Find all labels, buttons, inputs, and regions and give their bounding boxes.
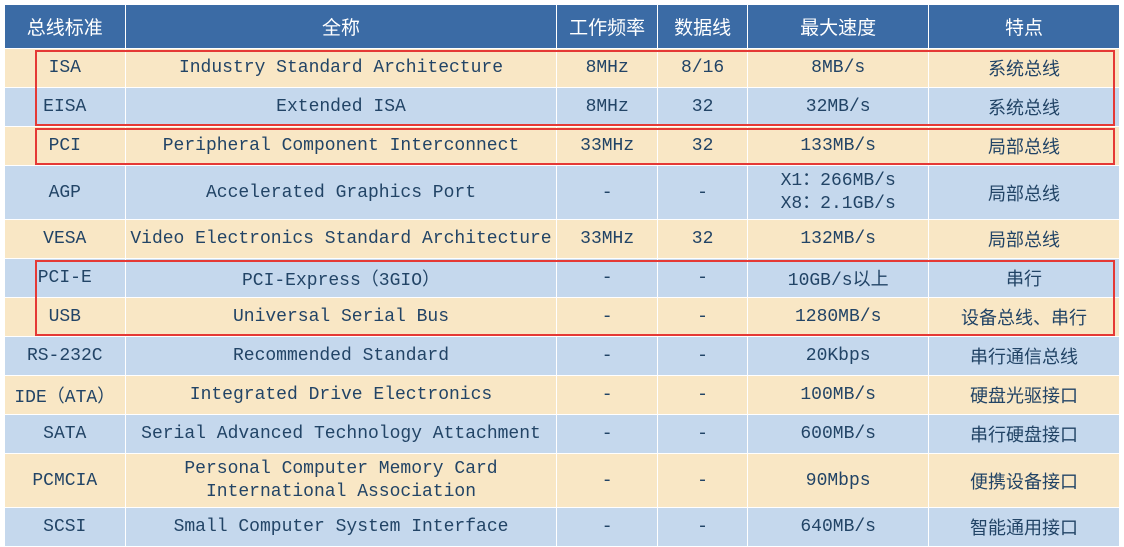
header-feature: 特点 xyxy=(929,5,1120,49)
cell-c2: 8MHz xyxy=(557,49,657,88)
cell-c3: 32 xyxy=(657,220,747,259)
cell-c2: 33MHz xyxy=(557,220,657,259)
cell-c4: 20Kbps xyxy=(748,337,929,376)
cell-c5: 串行硬盘接口 xyxy=(929,415,1120,454)
cell-c0: ISA xyxy=(5,49,126,88)
table-row: EISAExtended ISA8MHz3232MB/s系统总线 xyxy=(5,88,1120,127)
header-standard: 总线标准 xyxy=(5,5,126,49)
cell-c4: 8MB/s xyxy=(748,49,929,88)
cell-c2: - xyxy=(557,454,657,508)
cell-c5: 系统总线 xyxy=(929,49,1120,88)
cell-c1: Integrated Drive Electronics xyxy=(125,376,557,415)
cell-c3: - xyxy=(657,259,747,298)
table-row: PCMCIAPersonal Computer Memory CardInter… xyxy=(5,454,1120,508)
table-row: VESAVideo Electronics Standard Architect… xyxy=(5,220,1120,259)
cell-c5: 串行 xyxy=(929,259,1120,298)
table-row: AGPAccelerated Graphics Port--X1：266MB/s… xyxy=(5,166,1120,220)
cell-c3: - xyxy=(657,454,747,508)
cell-c4: 10GB/s以上 xyxy=(748,259,929,298)
cell-c5: 系统总线 xyxy=(929,88,1120,127)
cell-c3: - xyxy=(657,415,747,454)
header-fullname: 全称 xyxy=(125,5,557,49)
cell-c1: Accelerated Graphics Port xyxy=(125,166,557,220)
cell-c4: 90Mbps xyxy=(748,454,929,508)
cell-c5: 局部总线 xyxy=(929,220,1120,259)
cell-c5: 串行通信总线 xyxy=(929,337,1120,376)
cell-c3: - xyxy=(657,337,747,376)
cell-c4: 1280MB/s xyxy=(748,298,929,337)
cell-c4: X1：266MB/sX8：2.1GB/s xyxy=(748,166,929,220)
cell-c3: 8/16 xyxy=(657,49,747,88)
cell-c5: 局部总线 xyxy=(929,127,1120,166)
cell-c2: 33MHz xyxy=(557,127,657,166)
cell-c4: 32MB/s xyxy=(748,88,929,127)
bus-standards-table: 总线标准 全称 工作频率 数据线 最大速度 特点 ISAIndustry Sta… xyxy=(4,4,1120,547)
cell-c5: 硬盘光驱接口 xyxy=(929,376,1120,415)
cell-c5: 设备总线、串行 xyxy=(929,298,1120,337)
cell-c1: Personal Computer Memory CardInternation… xyxy=(125,454,557,508)
cell-c0: VESA xyxy=(5,220,126,259)
cell-c3: - xyxy=(657,508,747,547)
cell-c0: SCSI xyxy=(5,508,126,547)
cell-c0: IDE（ATA） xyxy=(5,376,126,415)
cell-c1: Industry Standard Architecture xyxy=(125,49,557,88)
cell-c1: PCI-Express（3GIO） xyxy=(125,259,557,298)
cell-c0: EISA xyxy=(5,88,126,127)
cell-c3: - xyxy=(657,298,747,337)
cell-c2: - xyxy=(557,415,657,454)
cell-c1: Extended ISA xyxy=(125,88,557,127)
table-row: RS-232CRecommended Standard--20Kbps串行通信总… xyxy=(5,337,1120,376)
header-datalines: 数据线 xyxy=(657,5,747,49)
cell-c4: 600MB/s xyxy=(748,415,929,454)
cell-c1: Serial Advanced Technology Attachment xyxy=(125,415,557,454)
cell-c5: 智能通用接口 xyxy=(929,508,1120,547)
table-row: PCIPeripheral Component Interconnect33MH… xyxy=(5,127,1120,166)
cell-c2: - xyxy=(557,259,657,298)
table-row: PCI-EPCI-Express（3GIO）--10GB/s以上串行 xyxy=(5,259,1120,298)
cell-c2: - xyxy=(557,337,657,376)
cell-c4: 640MB/s xyxy=(748,508,929,547)
cell-c0: PCI xyxy=(5,127,126,166)
cell-c4: 132MB/s xyxy=(748,220,929,259)
cell-c1: Peripheral Component Interconnect xyxy=(125,127,557,166)
bus-standards-table-wrapper: 总线标准 全称 工作频率 数据线 最大速度 特点 ISAIndustry Sta… xyxy=(4,4,1120,547)
table-header-row: 总线标准 全称 工作频率 数据线 最大速度 特点 xyxy=(5,5,1120,49)
cell-c0: AGP xyxy=(5,166,126,220)
cell-c0: PCI-E xyxy=(5,259,126,298)
cell-c1: Video Electronics Standard Architecture xyxy=(125,220,557,259)
cell-c1: Universal Serial Bus xyxy=(125,298,557,337)
cell-c3: 32 xyxy=(657,88,747,127)
table-row: IDE（ATA）Integrated Drive Electronics--10… xyxy=(5,376,1120,415)
cell-c1: Small Computer System Interface xyxy=(125,508,557,547)
cell-c4: 100MB/s xyxy=(748,376,929,415)
cell-c5: 局部总线 xyxy=(929,166,1120,220)
header-maxspeed: 最大速度 xyxy=(748,5,929,49)
cell-c0: PCMCIA xyxy=(5,454,126,508)
table-row: SCSISmall Computer System Interface--640… xyxy=(5,508,1120,547)
cell-c2: - xyxy=(557,298,657,337)
cell-c0: USB xyxy=(5,298,126,337)
cell-c5: 便携设备接口 xyxy=(929,454,1120,508)
table-body: ISAIndustry Standard Architecture8MHz8/1… xyxy=(5,49,1120,547)
cell-c3: - xyxy=(657,376,747,415)
table-row: USBUniversal Serial Bus--1280MB/s设备总线、串行 xyxy=(5,298,1120,337)
cell-c0: SATA xyxy=(5,415,126,454)
cell-c1: Recommended Standard xyxy=(125,337,557,376)
cell-c2: - xyxy=(557,508,657,547)
cell-c2: 8MHz xyxy=(557,88,657,127)
table-row: ISAIndustry Standard Architecture8MHz8/1… xyxy=(5,49,1120,88)
cell-c4: 133MB/s xyxy=(748,127,929,166)
cell-c2: - xyxy=(557,166,657,220)
cell-c0: RS-232C xyxy=(5,337,126,376)
cell-c3: - xyxy=(657,166,747,220)
cell-c3: 32 xyxy=(657,127,747,166)
table-row: SATASerial Advanced Technology Attachmen… xyxy=(5,415,1120,454)
header-freq: 工作频率 xyxy=(557,5,657,49)
cell-c2: - xyxy=(557,376,657,415)
